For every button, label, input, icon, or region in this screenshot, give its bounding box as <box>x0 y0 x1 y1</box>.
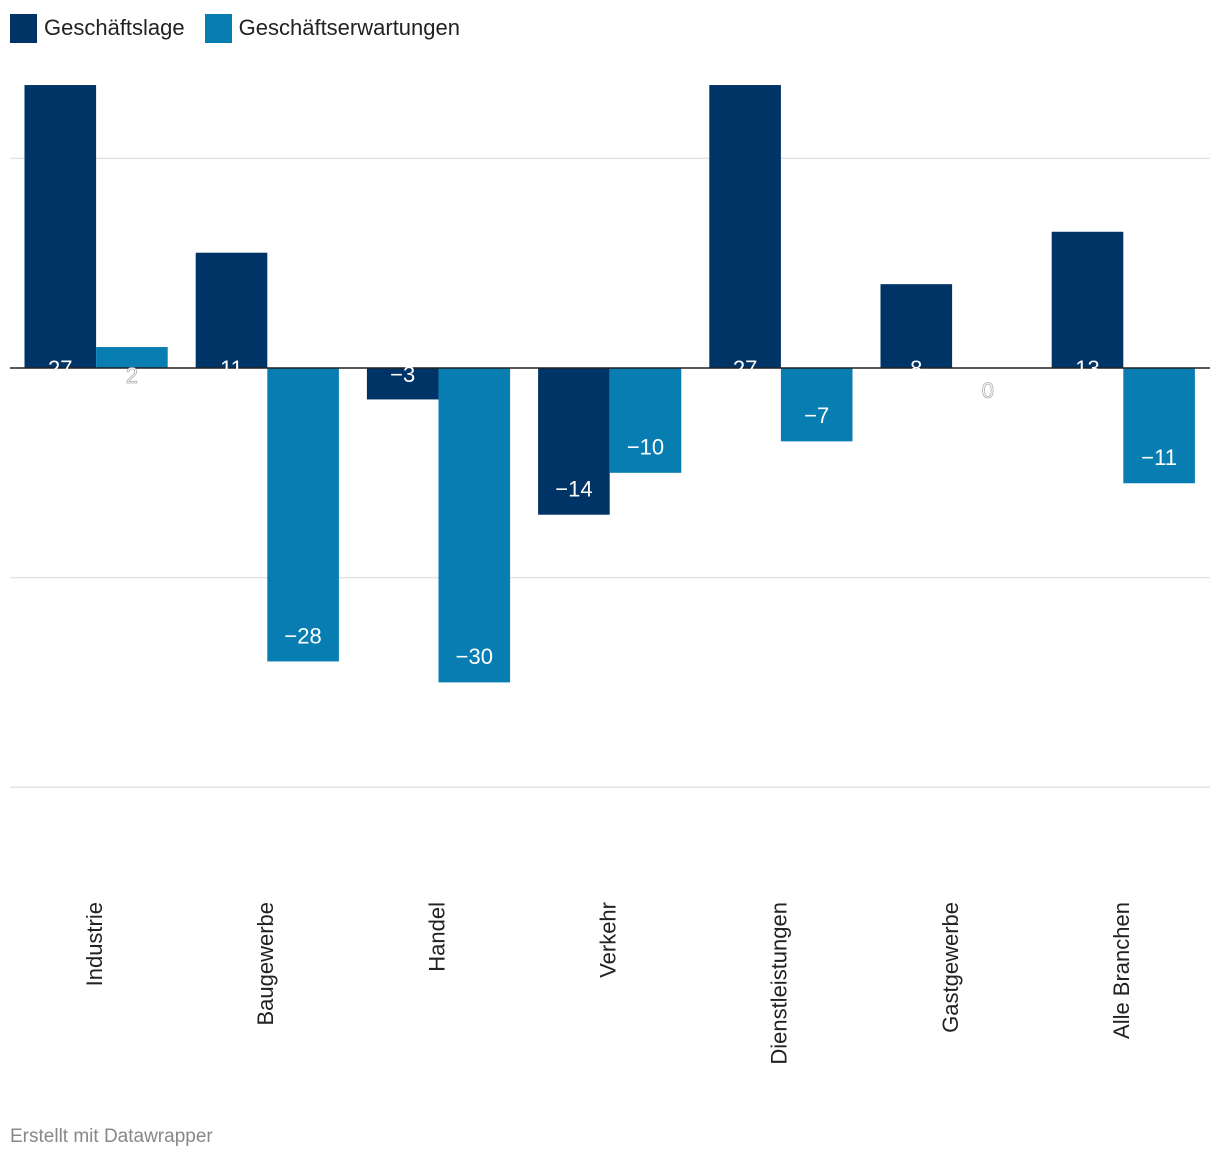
tick-label-verkehr: Verkehr <box>596 902 621 978</box>
bar-dienstleistungen-geschaeftserwartungen <box>780 368 853 442</box>
bar-handel-geschaeftserwartungen <box>438 368 511 683</box>
bar-dienstleistungen-geschaeftslage <box>709 85 781 368</box>
tick-label-alle-branchen: Alle Branchen <box>1109 902 1134 1039</box>
grid-lines <box>10 157 1210 788</box>
bar-baugewerbe-geschaeftslage <box>195 252 268 368</box>
value-label-baugewerbe-geschaeftserwartungen: −28 <box>284 623 321 648</box>
bar-industrie-geschaeftserwartungen <box>96 347 168 368</box>
legend-label-geschaeftserwartungen: Geschäftserwartungen <box>238 15 460 40</box>
legend-item-geschaeftslage: Geschäftslage <box>10 13 185 43</box>
value-label-industrie-geschaeftslage: 27 <box>48 356 72 381</box>
value-label-dienstleistungen-geschaeftserwartungen: −7 <box>804 403 829 428</box>
value-label-baugewerbe-geschaeftslage: 11 <box>220 356 243 381</box>
bars <box>24 85 1195 683</box>
value-label-handel-geschaeftslage: −3 <box>390 362 415 387</box>
legend-item-geschaeftserwartungen: Geschäftserwartungen <box>204 13 460 43</box>
value-label-alle-branchen-geschaeftserwartungen: −11 <box>1141 445 1177 470</box>
category-tick-labels: Industrie Baugewerbe Handel Verkehr Dienstle… <box>82 902 1134 1065</box>
legend-swatch-geschaeftslage <box>10 13 37 43</box>
tick-label-industrie: Industrie <box>82 902 107 986</box>
value-label-handel-geschaeftserwartungen: −30 <box>456 644 493 669</box>
legend: Geschäftslage Geschäftserwartungen <box>10 12 480 44</box>
bar-alle-branchen-geschaeftserwartungen <box>1123 368 1195 484</box>
bar-alle-branchen-geschaeftslage <box>1051 231 1124 368</box>
value-labels: 27 2 11 −28 −3 −30 −14 −10 27 −7 8 0 13 −11 <box>48 356 1177 669</box>
credit-text: Erstellt mit Datawrapper <box>10 1126 213 1147</box>
tick-label-handel: Handel <box>424 902 449 972</box>
bar-handel-geschaeftslage <box>366 368 439 400</box>
bar-verkehr-geschaeftslage <box>538 368 610 515</box>
bar-verkehr-geschaeftserwartungen <box>609 368 682 473</box>
value-label-gastgewerbe-geschaeftserwartungen: 0 <box>982 378 994 403</box>
bar-industrie-geschaeftslage <box>24 85 97 368</box>
tick-label-dienstleistungen: Dienstleistungen <box>767 902 792 1065</box>
value-label-gastgewerbe-geschaeftslage: 8 <box>910 356 922 381</box>
value-label-alle-branchen-geschaeftslage: 13 <box>1075 356 1099 381</box>
value-label-verkehr-geschaeftserwartungen: −10 <box>627 435 664 460</box>
tick-label-baugewerbe: Baugewerbe <box>253 902 278 1026</box>
bar-gastgewerbe-geschaeftslage <box>880 284 953 368</box>
value-label-dienstleistungen-geschaeftslage: 27 <box>733 356 757 381</box>
value-label-industrie-geschaeftserwartungen: 2 <box>126 363 138 388</box>
legend-swatch-geschaeftserwartungen <box>204 13 232 43</box>
value-label-verkehr-geschaeftslage: −14 <box>555 477 592 502</box>
tick-label-gastgewerbe: Gastgewerbe <box>938 902 963 1033</box>
legend-label-geschaeftslage: Geschäftslage <box>44 15 185 40</box>
bar-baugewerbe-geschaeftserwartungen <box>267 368 339 662</box>
